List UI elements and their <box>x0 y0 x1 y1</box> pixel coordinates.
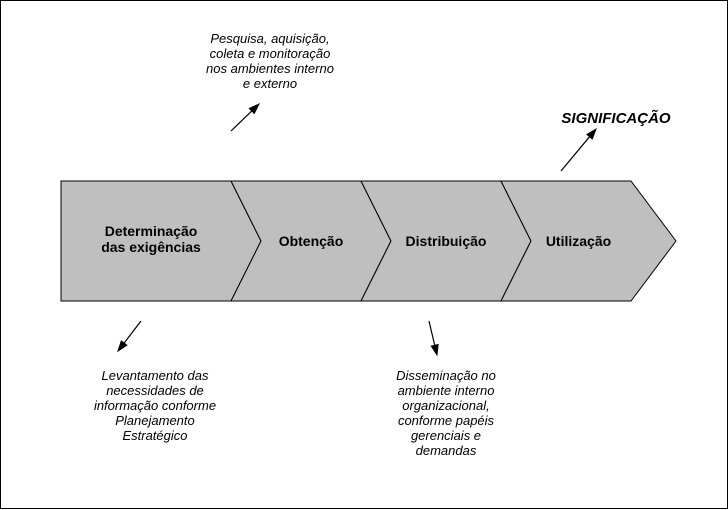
callout-obtencao: Pesquisa, aquisição, coleta e monitoraçã… <box>175 31 365 91</box>
step-label-utilizacao: Utilização <box>526 233 631 249</box>
diagram-frame: Determinação das exigências Obtenção Dis… <box>0 0 728 509</box>
step-label-obtencao: Obtenção <box>256 233 366 249</box>
callout-determinacao: Levantamento das necessidades de informa… <box>65 368 245 443</box>
callout-distribuicao: Disseminação no ambiente interno organiz… <box>361 368 531 458</box>
step-label-determinacao: Determinação das exigências <box>81 223 221 255</box>
step-label-distribuicao: Distribuição <box>386 233 506 249</box>
significance-label: SIGNIFICAÇÃO <box>541 110 691 127</box>
